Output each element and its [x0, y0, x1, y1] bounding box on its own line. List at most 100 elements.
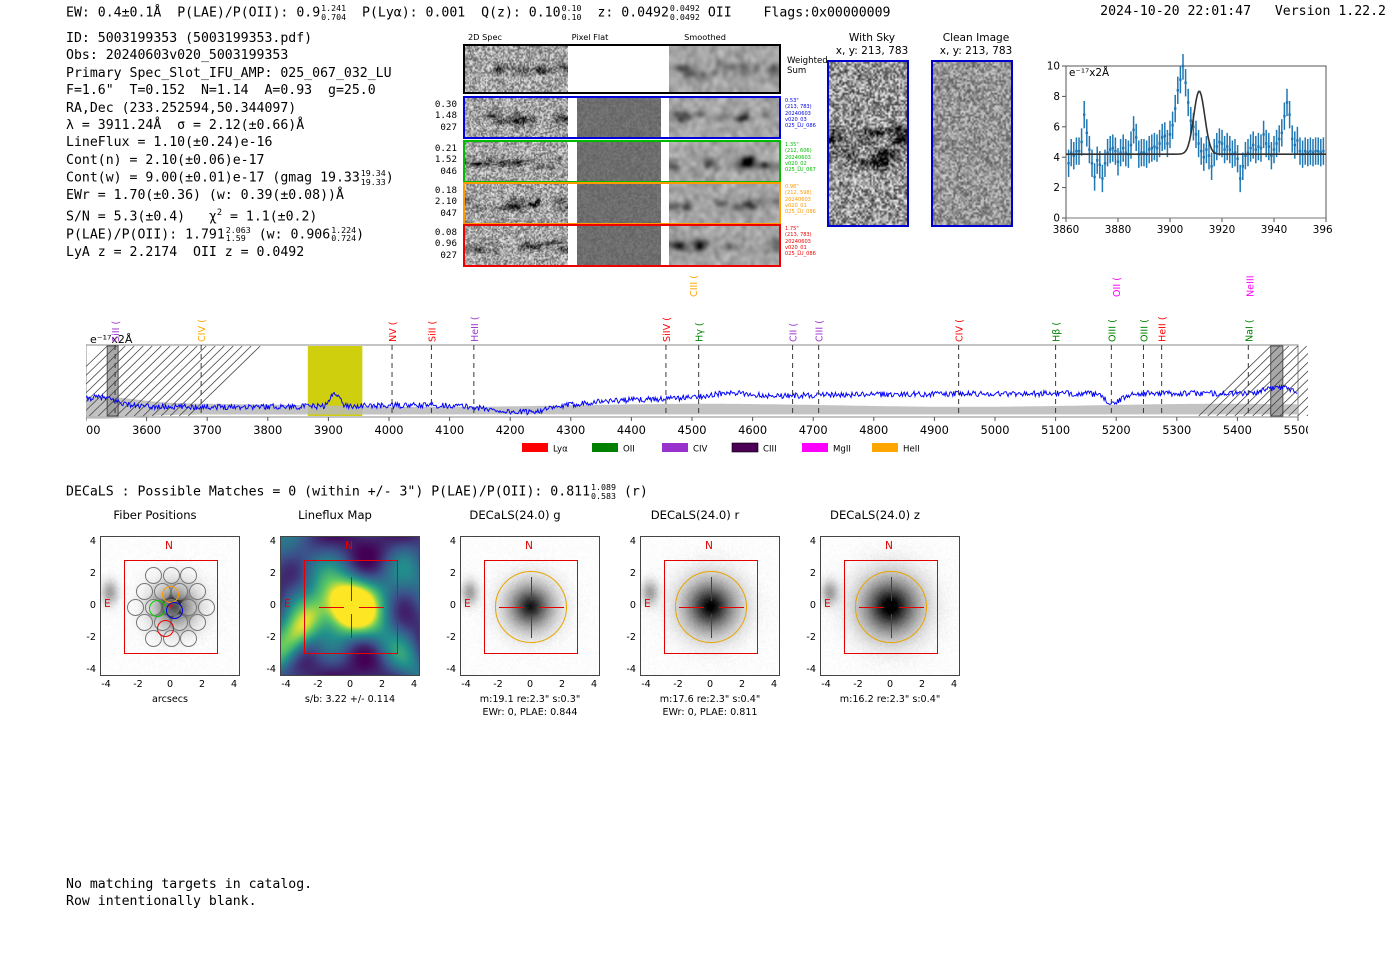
weighted-sum-label-line: Weighted	[787, 56, 828, 66]
crosshair-vertical	[351, 577, 352, 601]
legend-label-CIII: CIII	[763, 445, 777, 455]
decals-plae-lo: 0.583	[591, 490, 616, 501]
cutout-image-3	[640, 536, 780, 676]
svg-text:5000: 5000	[981, 423, 1010, 437]
fiber-value: 1.48	[434, 110, 457, 122]
cutout-ytick: -4	[806, 664, 816, 675]
cutout-ytick: -2	[806, 632, 816, 643]
cutout-image-4	[820, 536, 960, 676]
thumb-image-0	[827, 60, 909, 227]
cutout-image-0: +	[100, 536, 240, 676]
cutout-panel-3: DECaLS(24.0) r N E 4 2 0 -2 -4 -4 -2 0 2 4 m:17.6 re:…	[605, 508, 785, 738]
cutout-xtick: -4	[101, 679, 111, 690]
z-value: 0.0492	[621, 5, 669, 21]
info-obs: Obs: 20240603v020_5003199353	[66, 48, 289, 64]
fiber-circle-highlight	[156, 619, 174, 637]
svg-text:0: 0	[1053, 213, 1060, 225]
fiber-value: 2.10	[434, 196, 457, 208]
svg-text:3880: 3880	[1105, 224, 1131, 236]
fiber-circle	[144, 567, 162, 585]
effective-radius-circle	[495, 571, 567, 643]
fiber-values-0: 0.30 1.48 027	[415, 99, 457, 133]
emission-line-label: Hβ (	[1052, 322, 1063, 342]
cutout-xtick: 2	[918, 679, 926, 690]
info-wavelength-sigma: λ = 3911.24Å σ = 2.12(±0.66)Å	[66, 118, 305, 134]
tile-spacer	[661, 142, 669, 181]
spec-image-tile	[668, 226, 779, 265]
legend-label-OII: OII	[623, 445, 635, 455]
spec-image-tile	[668, 184, 779, 223]
cutout-caption1-4: m:16.2 re:2.3" s:0.4"	[839, 694, 941, 705]
fiber-circle	[197, 598, 215, 616]
fiber-circle	[127, 598, 145, 616]
flags-value: Flags:0x00000009	[763, 5, 891, 21]
info-sn-chisq: S/N = 5.3(±0.4) χ2 = 1.1(±0.2)	[66, 205, 394, 226]
aperture-box	[484, 560, 578, 654]
tile-spacer	[577, 46, 662, 92]
thumb-coords: x, y: 213, 783	[939, 45, 1013, 57]
legend-label-CIV: CIV	[693, 445, 708, 455]
fiber-circle-highlight	[165, 601, 183, 619]
full-spectrum-svg: 010e⁻¹⁷x2Å350036003700380039004000410042…	[34, 269, 1400, 455]
svg-text:3960: 3960	[1313, 224, 1332, 236]
emission-line-label: SiII (	[111, 321, 122, 342]
tile-spacer	[568, 98, 578, 137]
emission-line-label: CII (	[789, 323, 800, 342]
plae-text: P(LAE)/P(OII): 1.791	[66, 227, 225, 243]
chi-exponent: 2	[216, 207, 223, 218]
fiber-strip-0	[463, 96, 781, 139]
cutout-ytick: 0	[449, 600, 456, 611]
svg-text:3500: 3500	[86, 423, 101, 437]
cutout-ytick: 0	[629, 600, 636, 611]
fiber-meta-0: 0.53" (213, 783) 20240603 v020_03 025_LU_086	[785, 98, 845, 129]
compass-east-3: E	[644, 598, 651, 610]
tile-spacer	[568, 226, 578, 265]
thumb-header-1: Clean Image x, y: 213, 783	[928, 32, 1024, 58]
cutout-xtick: -2	[673, 679, 683, 690]
fiber-circle	[135, 582, 153, 600]
svg-text:4700: 4700	[799, 423, 828, 437]
fiber-meta-line: 20240603	[785, 110, 811, 117]
report-timestamp: 2024-10-20 22:01:47	[1100, 4, 1252, 19]
crosshair-horizontal	[319, 607, 344, 608]
fiber-strip-2	[463, 182, 781, 225]
compass-east-1: E	[284, 598, 291, 610]
full-spectrum-chart: 010e⁻¹⁷x2Å350036003700380039004000410042…	[34, 269, 1400, 476]
plae-hi: 2.063	[225, 224, 251, 235]
fiber-strip-1	[463, 140, 781, 183]
cutout-overlay	[281, 537, 419, 675]
plae-lo: 1.59	[225, 233, 246, 244]
two-d-spectra-panel: 2D Spec Pixel Flat Smoothed Weighted Sum 0.30…	[425, 32, 828, 267]
cutout-xtick: 2	[198, 679, 206, 690]
weighted-sum-label-line: Sum	[787, 66, 807, 76]
cutout-xtick: -2	[313, 679, 323, 690]
cutout-ytick: 4	[449, 536, 456, 547]
legend-label-MgII: MgII	[833, 445, 851, 455]
svg-text:3700: 3700	[193, 423, 222, 437]
cutout-ytick: 0	[89, 600, 96, 611]
column-header-0: 2D Spec	[467, 32, 503, 42]
cutout-ytick: 4	[89, 536, 96, 547]
svg-text:3800: 3800	[253, 423, 282, 437]
fiber-strip-3	[463, 224, 781, 267]
cutout-panel-row: Fiber Positions + N E 4 2 0 -2 -4 -4 -2 0 2 4 arcsecs L…	[40, 508, 1040, 738]
svg-text:4600: 4600	[738, 423, 767, 437]
svg-text:4: 4	[1053, 152, 1060, 164]
svg-text:5300: 5300	[1162, 423, 1191, 437]
thumb-coords: x, y: 213, 783	[835, 45, 909, 57]
cutout-xtick: 4	[230, 679, 238, 690]
compass-north-0: N	[165, 540, 173, 552]
cutout-xtick: -4	[821, 679, 831, 690]
info-plae-ratio: P(LAE)/P(OII): 1.7912.063 1.59 (w: 0.9061…	[66, 224, 394, 244]
svg-text:2: 2	[1053, 182, 1060, 194]
cutout-ytick: 0	[809, 600, 816, 611]
fiber-circle	[135, 614, 153, 632]
header-timestamp-block: 2024-10-20 22:01:47 Version 1.22.2	[1100, 4, 1386, 19]
fiber-circle	[162, 567, 180, 585]
aperture-box	[304, 560, 398, 654]
fiber-value: 0.30	[434, 99, 457, 110]
cutout-xtick: 4	[410, 679, 418, 690]
cutout-xtick: 4	[770, 679, 778, 690]
plya-value: 0.001	[425, 5, 466, 21]
emission-line-label: CIII (	[689, 276, 700, 297]
